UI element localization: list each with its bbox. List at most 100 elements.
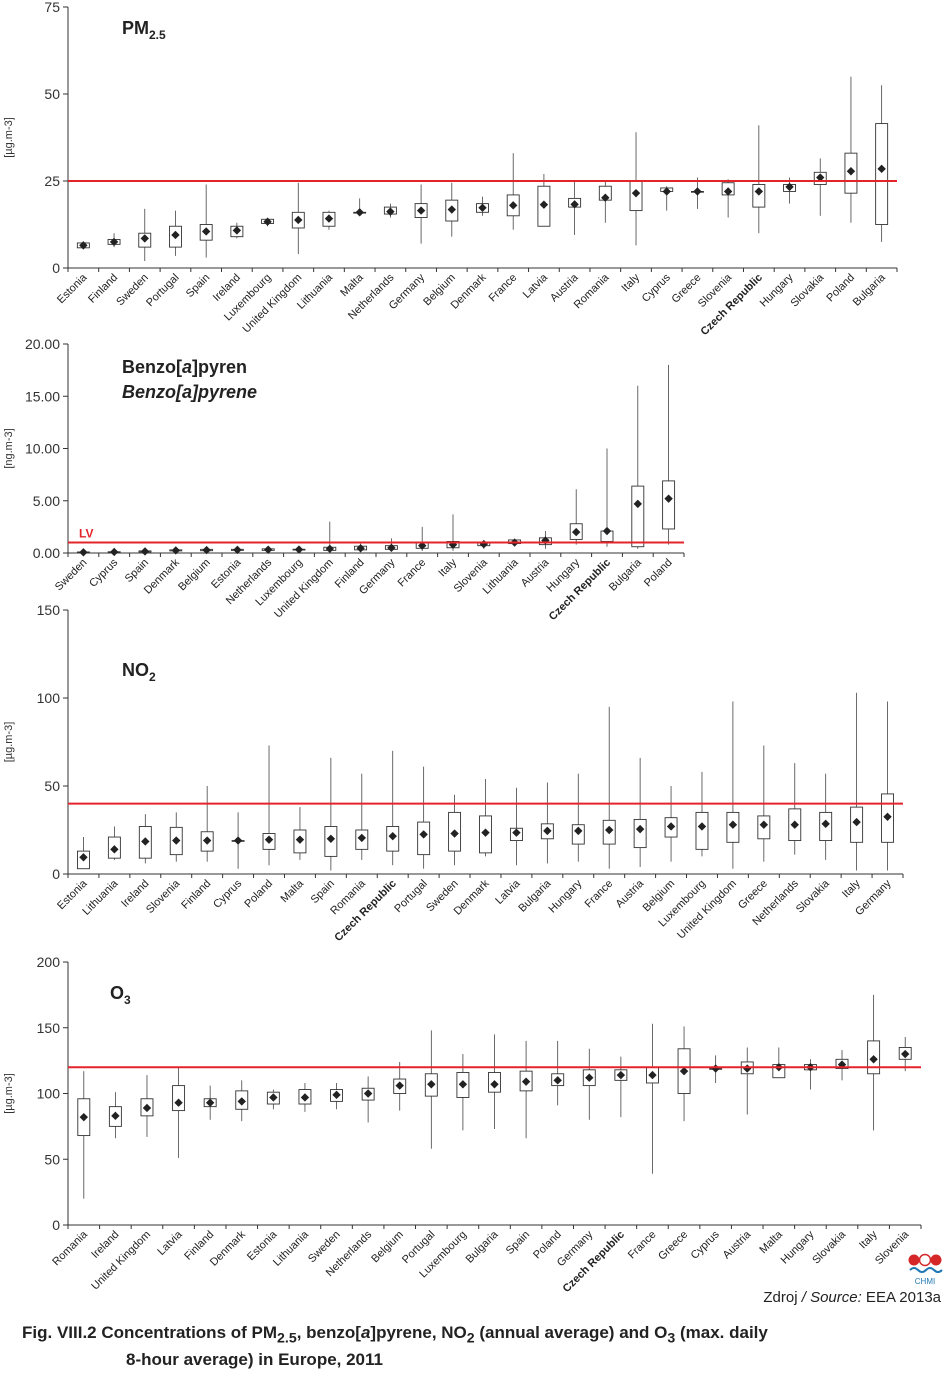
mean-marker (553, 1076, 562, 1085)
x-tick-label: Sweden (53, 557, 90, 594)
chart-title: Benzo[a]pyren (122, 357, 247, 377)
y-axis-label: [µg.m-3] (3, 722, 15, 763)
x-tick-label: Romania (572, 271, 612, 311)
x-tick-label: Italy (840, 877, 863, 900)
mean-marker (174, 1098, 183, 1107)
mean-marker (450, 829, 459, 838)
mean-marker (110, 845, 119, 854)
y-tick-label: 10.00 (25, 441, 60, 457)
caption-sub-3: 3 (667, 1330, 676, 1347)
x-tick-label: Cyprus (211, 877, 244, 910)
mean-marker (481, 828, 490, 837)
mean-marker (269, 1093, 278, 1102)
mean-marker (605, 825, 614, 835)
x-tick-label: Bulgaria (464, 1228, 502, 1266)
mean-marker (697, 822, 707, 831)
mean-marker (570, 200, 579, 209)
mean-marker (294, 215, 303, 225)
y-tick-label: 20.00 (25, 336, 60, 352)
mean-marker (202, 836, 212, 845)
mean-marker (300, 1093, 310, 1102)
mean-marker (110, 547, 119, 557)
chart-panel-3: 050100150[µg.m-3]NO2EstoniaLithuaniaIrel… (3, 602, 904, 944)
box (662, 480, 676, 530)
mean-marker (662, 187, 671, 196)
mean-marker (79, 548, 88, 557)
x-tick-label: Lithuania (271, 1228, 312, 1269)
y-axis-label: [µg.m-3] (3, 117, 15, 158)
x-tick-label: Latvia (521, 271, 551, 301)
x-tick-label: Hungary (779, 1228, 817, 1266)
x-tick-label: France (487, 272, 520, 305)
box (633, 818, 647, 849)
mean-marker (447, 205, 456, 214)
chmi-logo-text: CHMI (915, 1277, 935, 1286)
chart-title: O3 (110, 983, 131, 1007)
x-tick-label: United Kingdom (675, 878, 739, 942)
mean-marker (171, 546, 180, 555)
mean-marker (324, 214, 334, 223)
mean-marker (574, 826, 583, 836)
caption-part-2: , benzo[ (296, 1323, 361, 1342)
mean-marker (790, 820, 799, 829)
mean-marker (633, 499, 642, 509)
mean-marker (264, 835, 274, 844)
caption-sub-2: 2 (466, 1330, 475, 1347)
box (695, 811, 709, 850)
mean-marker (395, 1081, 404, 1090)
mean-marker (754, 187, 764, 196)
chmi-logo: CHMI (907, 1253, 943, 1287)
x-tick-label: Bulgaria (851, 271, 889, 309)
mean-marker (572, 527, 581, 537)
x-tick-label: Spain (123, 557, 151, 585)
x-tick-label: Romania (50, 1228, 90, 1268)
mean-marker (140, 547, 150, 556)
mean-marker (479, 539, 488, 549)
mean-marker (635, 824, 645, 834)
x-tick-label: Poland (642, 557, 675, 590)
mean-marker (295, 835, 305, 844)
box-plot-figure: 0 25 50 75 [µg.m-3] PM2.5 Estonia Finland Sweden… (3, 0, 922, 1295)
caption-sub-1: 2.5 (277, 1330, 297, 1347)
mean-marker (233, 836, 243, 845)
mean-marker (263, 217, 272, 226)
chart-subtitle: Benzo[a]pyrene (122, 382, 257, 402)
mean-marker (837, 1060, 847, 1069)
mean-marker (679, 1066, 689, 1076)
x-tick-label: Portugal (144, 272, 181, 309)
x-tick-label: Bulgaria (607, 556, 645, 594)
y-axis-label: [ng.m-3] (3, 428, 15, 468)
mean-marker (171, 230, 180, 240)
y-tick-label: 50 (44, 1151, 60, 1167)
x-tick-label: Poland (242, 878, 275, 911)
mean-marker (728, 820, 738, 829)
box (752, 184, 766, 208)
caption-italic: a (360, 1323, 371, 1342)
chart-panel-1: 0255075[µg.m-3]PM2.5EstoniaFinlandSweden… (3, 0, 898, 338)
x-tick-label: France (626, 1229, 659, 1262)
mean-marker (356, 544, 365, 553)
x-tick-label: Denmark (208, 1228, 248, 1268)
x-tick-label: France (396, 557, 429, 590)
mean-marker (883, 812, 892, 821)
x-tick-label: Spain (184, 272, 212, 300)
chart-title-main: NO (122, 660, 149, 680)
chart-title-subscript: 2.5 (149, 28, 166, 42)
y-tick-label: 5.00 (33, 493, 60, 509)
y-tick-label: 50 (44, 778, 60, 794)
y-axis-label: [µg.m-3] (3, 1073, 15, 1114)
x-tick-label: France (583, 878, 616, 911)
x-tick-label: Italy (857, 1228, 880, 1251)
x-tick-label: United Kingdom (89, 1229, 153, 1293)
y-tick-label: 150 (37, 602, 61, 618)
x-tick-label: Estonia (55, 271, 90, 306)
mean-marker (232, 226, 242, 235)
mean-marker (723, 187, 733, 196)
chart-title-main: Benzo[ (122, 357, 182, 377)
x-tick-label: Spain (504, 1229, 532, 1257)
y-tick-label: 25 (44, 173, 60, 189)
chart-title: NO2 (122, 660, 156, 684)
mean-marker (601, 193, 610, 202)
caption-line-2: 8-hour average) in Europe, 2011 (126, 1350, 383, 1370)
mean-marker (79, 1112, 88, 1122)
